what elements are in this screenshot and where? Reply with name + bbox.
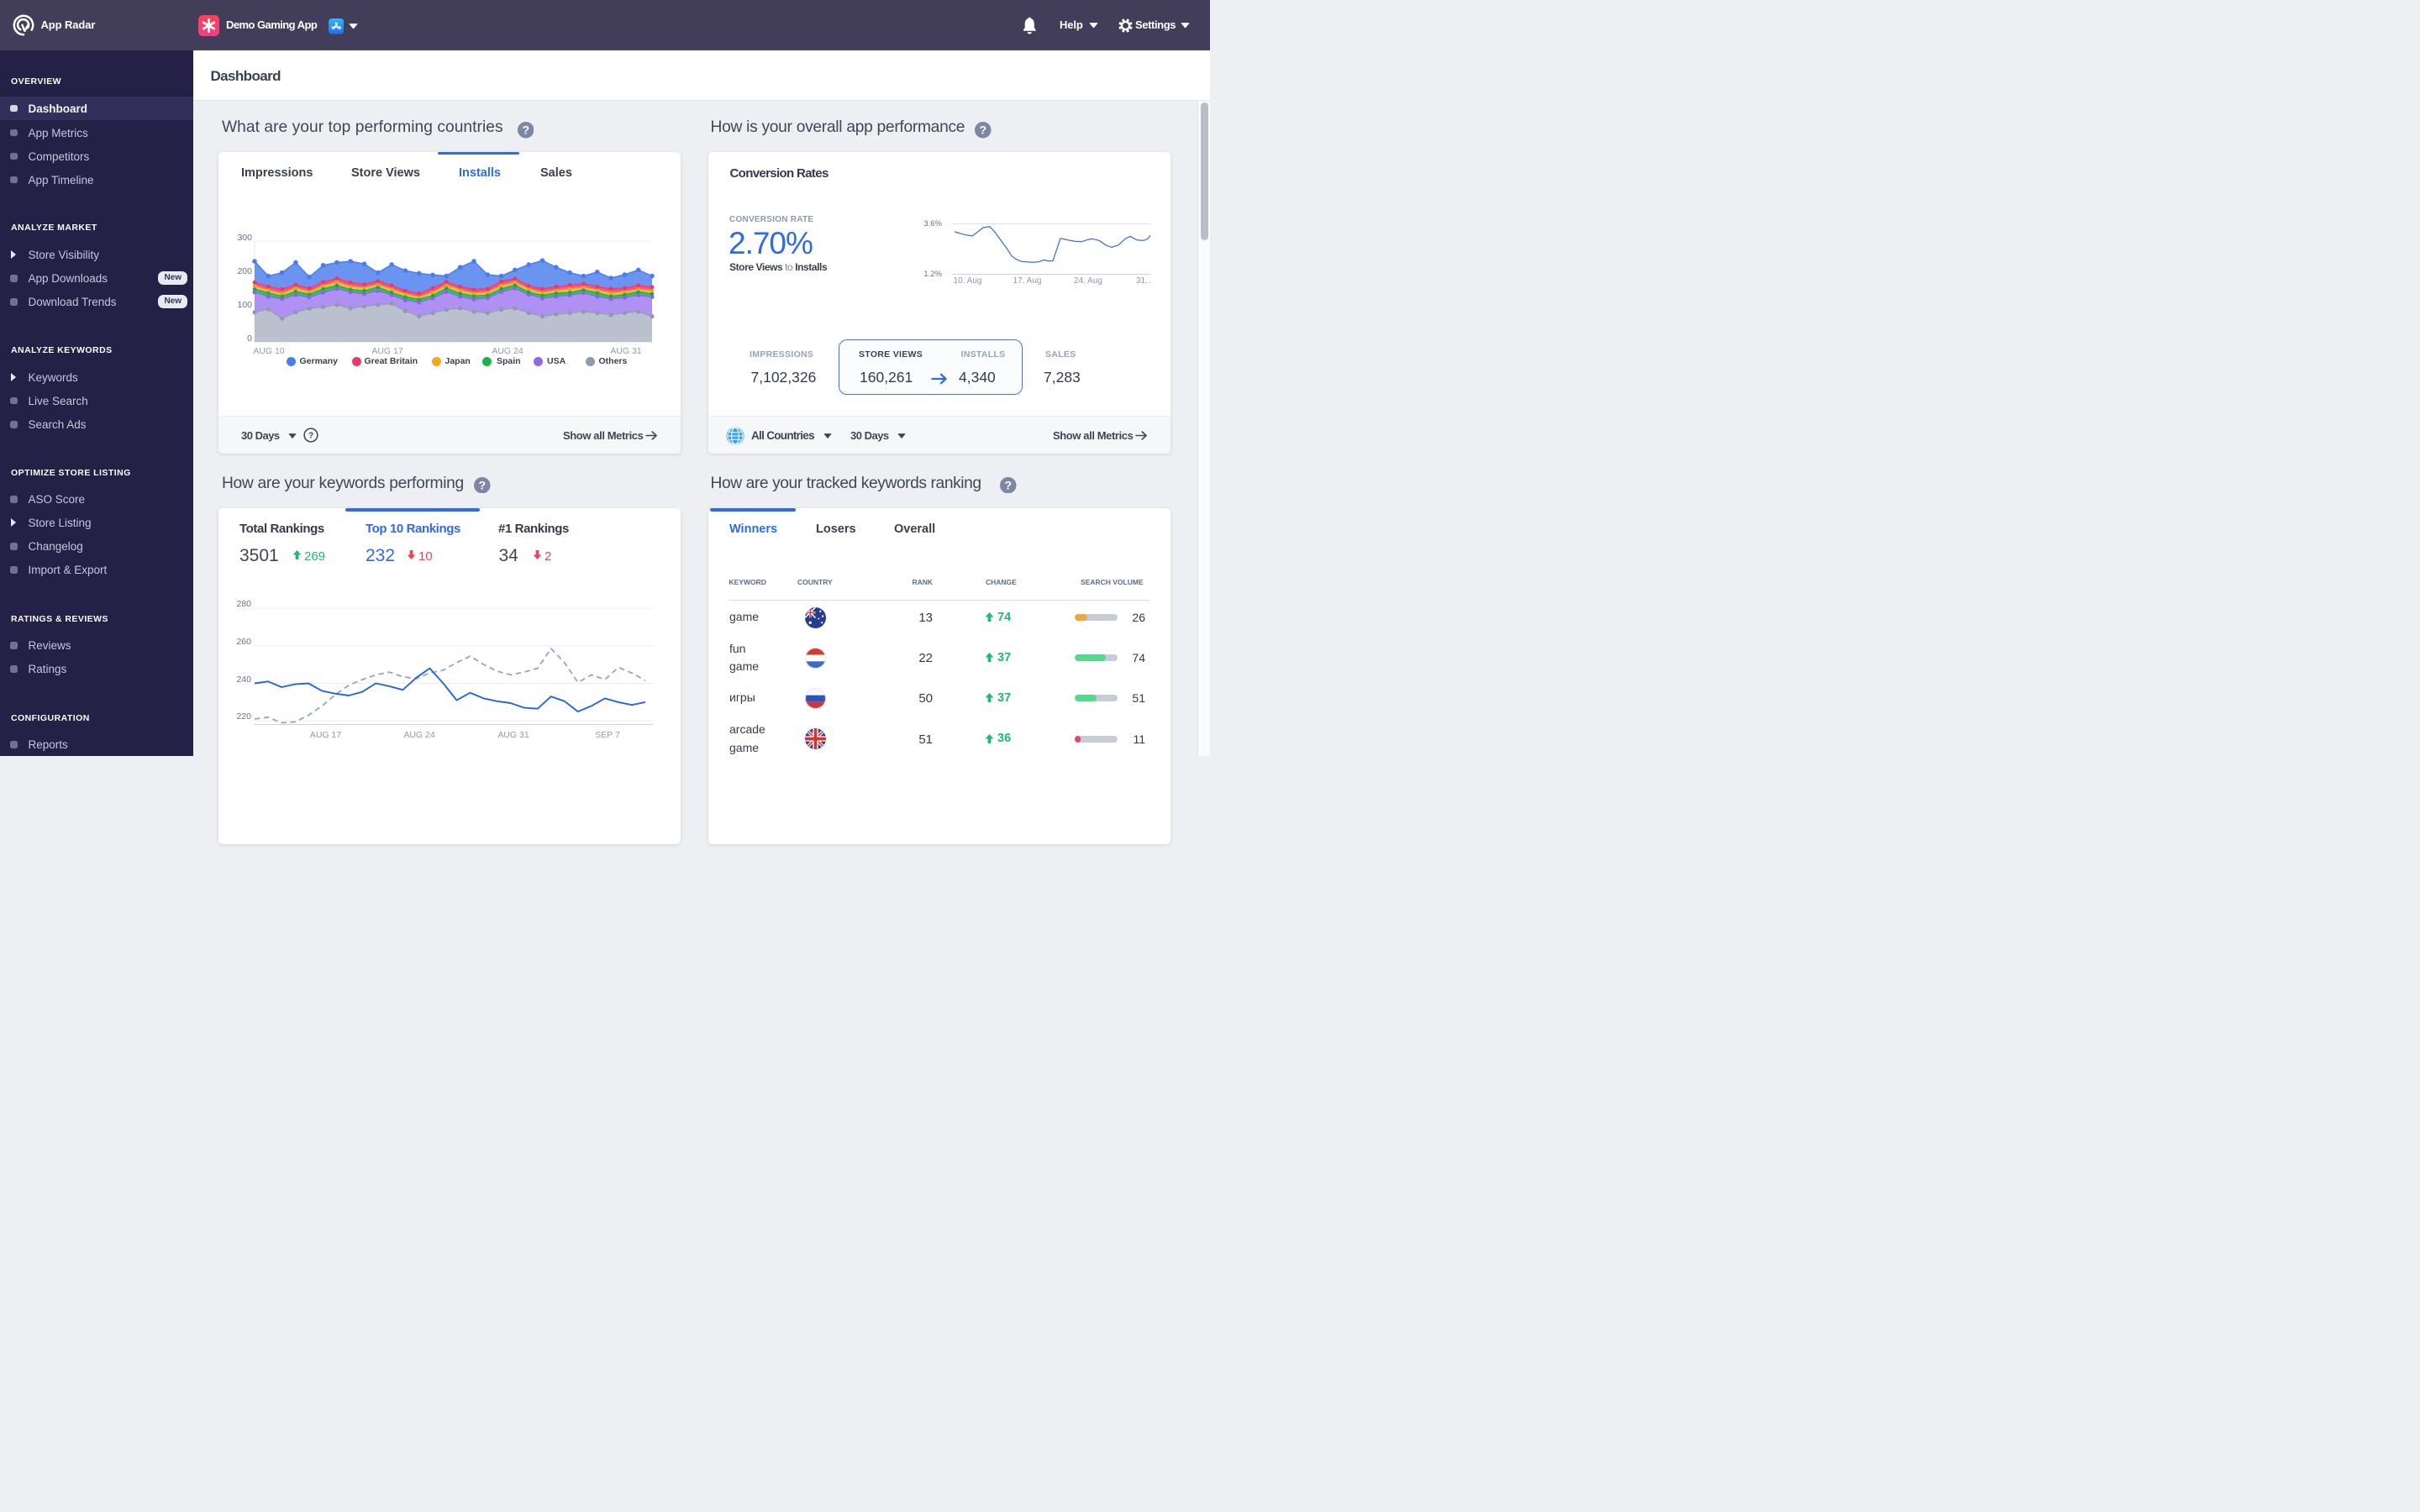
svg-text:?: ? bbox=[478, 478, 486, 491]
svg-text:?: ? bbox=[1004, 478, 1012, 491]
svg-text:?: ? bbox=[308, 432, 313, 441]
svg-text:?: ? bbox=[522, 123, 529, 137]
svg-text:?: ? bbox=[979, 123, 986, 137]
